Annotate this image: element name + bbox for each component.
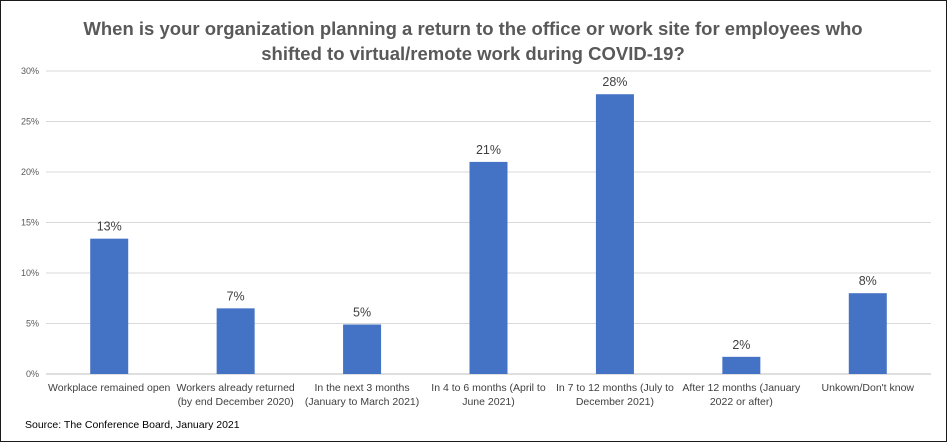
bars	[90, 94, 887, 374]
data-label: 7%	[227, 289, 245, 303]
bar	[469, 161, 508, 374]
category-label: Unkown/Don't know	[822, 382, 915, 394]
y-axis-ticks: 0% 5% 10% 15% 20% 25% 30%	[21, 66, 39, 379]
category-label: In the next 3 months	[314, 382, 409, 394]
y-tick-label: 5%	[26, 319, 39, 329]
category-label: In 7 to 12 months (July to	[556, 382, 674, 394]
category-label: December 2021)	[576, 396, 654, 408]
y-tick-label: 20%	[21, 167, 39, 177]
data-label: 13%	[97, 220, 122, 234]
data-label: 5%	[353, 306, 371, 320]
bar	[343, 324, 382, 374]
category-label: Workplace remained open	[48, 382, 171, 394]
category-label: (by end December 2020)	[178, 396, 294, 408]
bar	[848, 293, 887, 374]
bar	[90, 238, 129, 374]
category-label: (January to March 2021)	[305, 396, 419, 408]
data-label: 28%	[602, 75, 627, 89]
category-label: 2022 or after)	[710, 396, 773, 408]
chart-title: When is your organization planning a ret…	[83, 18, 862, 64]
data-labels: 13% 7% 5% 21% 28% 2% 8%	[97, 75, 877, 352]
bar	[595, 94, 634, 374]
data-label: 8%	[859, 274, 877, 288]
bar	[722, 356, 761, 374]
chart-title-line: When is your organization planning a ret…	[83, 18, 862, 39]
category-label: In 4 to 6 months (April to	[431, 382, 546, 394]
x-axis-categories: Workplace remained open Workers already r…	[48, 382, 914, 408]
category-label: After 12 months (January	[682, 382, 801, 394]
y-tick-label: 25%	[21, 117, 39, 127]
source-note: Source: The Conference Board, January 20…	[25, 419, 240, 431]
data-label: 21%	[476, 143, 501, 157]
y-tick-label: 0%	[26, 369, 39, 379]
category-label: Workers already returned	[177, 382, 295, 394]
category-label: June 2021)	[462, 396, 515, 408]
y-tick-label: 10%	[21, 268, 39, 278]
y-tick-label: 15%	[21, 218, 39, 228]
data-label: 2%	[732, 338, 750, 352]
y-tick-label: 30%	[21, 66, 39, 76]
chart-title-line: shifted to virtual/remote work during CO…	[261, 43, 685, 64]
bar	[216, 308, 255, 374]
